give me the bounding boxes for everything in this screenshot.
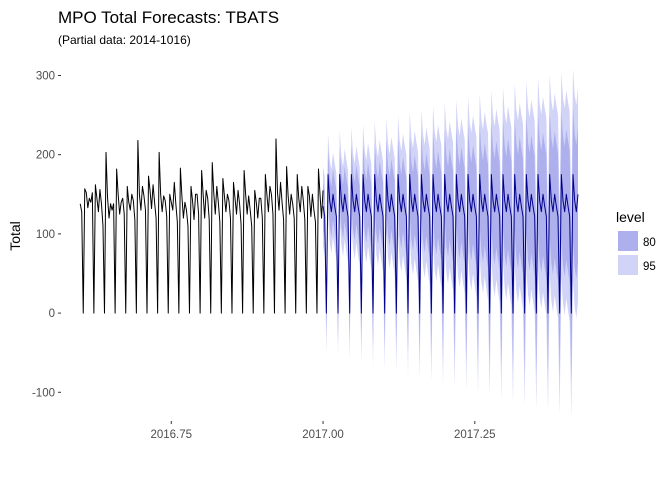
- y-tick-label: 0: [49, 308, 55, 320]
- x-tick-label: 2017.00: [302, 429, 344, 441]
- legend-label-80: 80: [643, 237, 656, 249]
- legend-label-95: 95: [643, 261, 656, 273]
- y-tick-label: -100: [32, 387, 55, 399]
- legend-title: level: [616, 209, 645, 225]
- history-line: [79, 138, 324, 314]
- x-axis: 2016.75 2017.00 2017.25: [150, 421, 496, 441]
- y-tick-label: 200: [36, 150, 55, 162]
- y-tick-label: 300: [36, 71, 55, 83]
- plot-area: [79, 68, 579, 419]
- legend: level 80 95: [616, 209, 656, 275]
- y-axis-title: Total: [7, 221, 23, 251]
- legend-key-80: [618, 231, 638, 251]
- chart-title: MPO Total Forecasts: TBATS: [58, 8, 279, 27]
- legend-key-95: [618, 255, 638, 275]
- y-axis: -100 0 100 200 300: [32, 71, 61, 399]
- x-tick-label: 2017.25: [454, 429, 496, 441]
- forecast-line: [322, 174, 579, 314]
- chart-subtitle: (Partial data: 2014-1016): [58, 33, 191, 47]
- x-tick-label: 2016.75: [150, 429, 192, 441]
- y-tick-label: 100: [36, 229, 55, 241]
